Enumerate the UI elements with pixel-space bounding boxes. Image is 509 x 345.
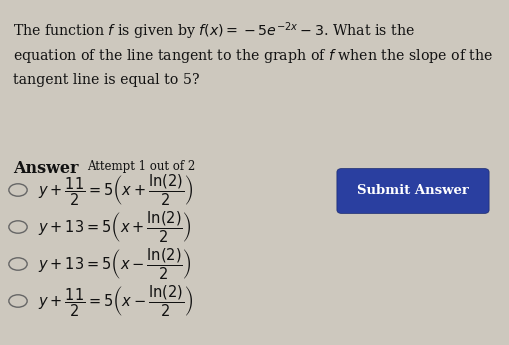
Text: The function $f$ is given by $f(x) = -5e^{-2x} - 3$. What is the: The function $f$ is given by $f(x) = -5e… [13,20,415,42]
FancyBboxPatch shape [337,169,489,214]
Text: Answer: Answer [13,160,78,177]
Text: $y + \dfrac{11}{2} = 5\left(x + \dfrac{\ln(2)}{2}\right)$: $y + \dfrac{11}{2} = 5\left(x + \dfrac{\… [38,172,193,208]
Text: tangent line is equal to 5?: tangent line is equal to 5? [13,73,200,87]
Text: $y + 13 = 5\left(x + \dfrac{\ln(2)}{2}\right)$: $y + 13 = 5\left(x + \dfrac{\ln(2)}{2}\r… [38,209,191,245]
Text: equation of the line tangent to the graph of $f$ when the slope of the: equation of the line tangent to the grap… [13,47,493,65]
Text: Submit Answer: Submit Answer [357,185,469,197]
Text: $y + \dfrac{11}{2} = 5\left(x - \dfrac{\ln(2)}{2}\right)$: $y + \dfrac{11}{2} = 5\left(x - \dfrac{\… [38,283,193,319]
Text: $y + 13 = 5\left(x - \dfrac{\ln(2)}{2}\right)$: $y + 13 = 5\left(x - \dfrac{\ln(2)}{2}\r… [38,246,191,282]
Text: Attempt 1 out of 2: Attempt 1 out of 2 [87,160,195,173]
